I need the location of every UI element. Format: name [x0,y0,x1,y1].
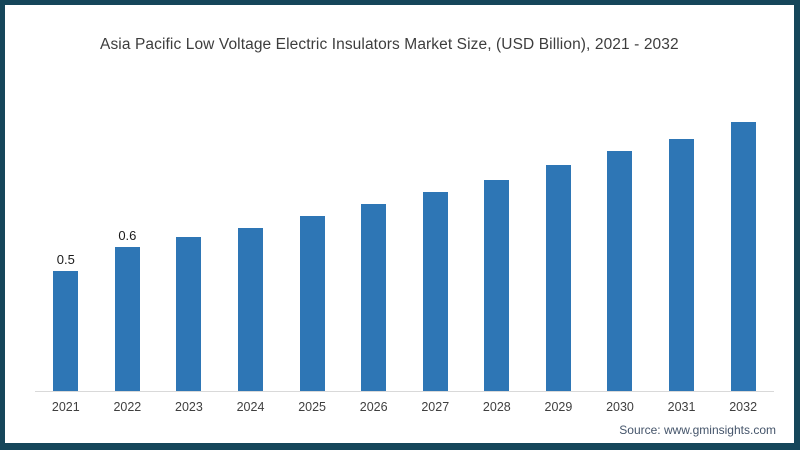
x-axis-label: 2025 [298,400,326,414]
bar-column [589,100,651,391]
bar [114,247,140,391]
chart-title: Asia Pacific Low Voltage Electric Insula… [100,36,679,53]
bar-value-label: 0.6 [118,228,137,243]
bar-column [712,100,774,391]
bar [669,139,695,391]
bar-column [220,100,282,391]
bar-column [466,100,528,391]
x-axis-label: 2024 [236,400,265,414]
bar [361,204,387,391]
bar [238,228,264,391]
bar [299,216,325,391]
bar-column: 0.5 [35,100,97,391]
bar-column [343,100,405,391]
bar-chart: 0.5 0.6 2021 2022 2023 2024 2025 2026 2027 2028 2… [35,100,774,414]
bar [607,151,633,391]
x-axis-label: 2022 [113,400,142,414]
x-axis-label: 2031 [667,400,696,414]
source-attribution: Source: www.gminsights.com [619,423,776,437]
bar [53,271,79,391]
x-axis-label: 2026 [359,400,388,414]
x-axis: 2021 2022 2023 2024 2025 2026 2027 2028 2029 2030… [35,392,774,414]
bar [730,122,756,391]
plot-area: 0.5 0.6 [35,100,774,392]
x-axis-label: 2021 [51,400,80,414]
x-axis-label: 2023 [175,400,203,414]
x-axis-label: 2027 [421,400,450,414]
bar-column [404,100,466,391]
x-axis-label: 2029 [544,400,573,414]
x-axis-label: 2030 [606,400,634,414]
bar-value-label: 0.5 [56,252,75,267]
x-axis-label: 2028 [482,400,511,414]
bar-column [281,100,343,391]
bar-column: 0.6 [97,100,159,391]
bar [422,192,448,391]
bar [176,237,202,391]
x-axis-label: 2032 [729,400,758,414]
bar [545,165,571,391]
bar-column [528,100,590,391]
bar-column [651,100,713,391]
bar [484,180,510,391]
bar-column [158,100,220,391]
